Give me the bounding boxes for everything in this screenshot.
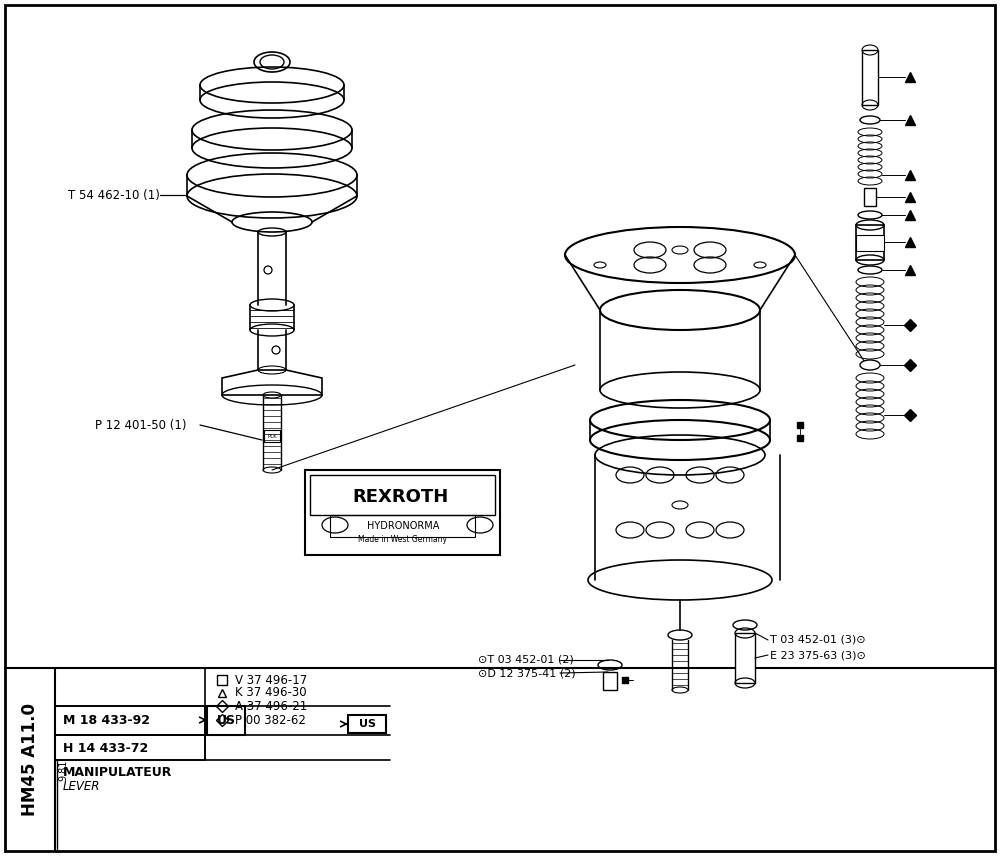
Bar bbox=[735, 633, 755, 683]
Text: A 37 496-21: A 37 496-21 bbox=[235, 699, 307, 712]
Ellipse shape bbox=[860, 116, 880, 124]
Text: MANIPULATEUR: MANIPULATEUR bbox=[63, 766, 172, 780]
Bar bbox=[856, 235, 884, 251]
Polygon shape bbox=[222, 370, 322, 395]
Bar bbox=[864, 188, 876, 206]
Bar bbox=[264, 430, 280, 442]
Text: H 14 433-72: H 14 433-72 bbox=[63, 741, 148, 754]
Text: 9.81: 9.81 bbox=[58, 759, 68, 781]
Text: E 23 375-63 (3)⊙: E 23 375-63 (3)⊙ bbox=[770, 650, 866, 660]
Bar bbox=[55, 706, 205, 735]
Bar bbox=[862, 50, 878, 105]
Text: HM45 A11.0: HM45 A11.0 bbox=[21, 704, 39, 817]
Ellipse shape bbox=[860, 360, 880, 370]
Bar bbox=[207, 706, 245, 735]
Bar bbox=[55, 735, 205, 760]
Bar bbox=[330, 515, 475, 537]
Bar bbox=[603, 672, 617, 690]
Text: T 03 452-01 (3)⊙: T 03 452-01 (3)⊙ bbox=[770, 635, 866, 645]
Text: T 54 462-10 (1): T 54 462-10 (1) bbox=[68, 188, 160, 201]
Text: Made in West Germany: Made in West Germany bbox=[358, 536, 448, 544]
Ellipse shape bbox=[858, 266, 882, 274]
Text: REXROTH: REXROTH bbox=[352, 488, 448, 506]
Text: ⊙T 03 452-01 (2): ⊙T 03 452-01 (2) bbox=[478, 655, 574, 665]
Text: PLK: PLK bbox=[267, 433, 277, 438]
Bar bbox=[305, 470, 500, 555]
Text: K 37 496-30: K 37 496-30 bbox=[235, 687, 307, 699]
Text: M 18 433-92: M 18 433-92 bbox=[63, 714, 150, 727]
Bar bbox=[348, 715, 386, 733]
Text: ⊙D 12 375-41 (2): ⊙D 12 375-41 (2) bbox=[478, 668, 576, 678]
Text: P 12 401-50 (1): P 12 401-50 (1) bbox=[95, 419, 186, 431]
Bar bbox=[310, 475, 495, 515]
Bar bbox=[856, 225, 884, 260]
Text: P 00 382-62: P 00 382-62 bbox=[235, 714, 306, 727]
Text: US: US bbox=[358, 719, 376, 729]
Text: V 37 496-17: V 37 496-17 bbox=[235, 674, 307, 687]
Ellipse shape bbox=[858, 211, 882, 219]
Text: LEVER: LEVER bbox=[63, 781, 100, 794]
Text: US: US bbox=[216, 714, 236, 727]
Text: HYDRONORMA: HYDRONORMA bbox=[367, 521, 439, 531]
